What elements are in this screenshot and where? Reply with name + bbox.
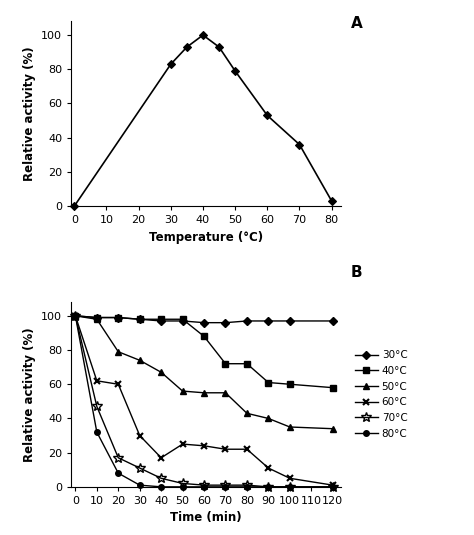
40°C: [287, 381, 292, 387]
80°C: [244, 484, 250, 490]
70°C: [330, 484, 336, 490]
70°C: [265, 484, 271, 490]
40°C: [244, 361, 250, 367]
80°C: [265, 484, 271, 490]
40°C: [94, 315, 100, 321]
70°C: [73, 312, 78, 319]
50°C: [158, 369, 164, 376]
30°C: [330, 318, 336, 324]
30°C: [287, 318, 292, 324]
60°C: [330, 482, 336, 488]
60°C: [223, 446, 228, 453]
Text: B: B: [351, 265, 363, 280]
80°C: [137, 482, 143, 488]
Line: 60°C: 60°C: [72, 312, 336, 488]
Y-axis label: Relative activity (%): Relative activity (%): [23, 47, 36, 181]
80°C: [158, 484, 164, 490]
60°C: [287, 475, 292, 482]
50°C: [244, 410, 250, 417]
X-axis label: Temperature (°C): Temperature (°C): [149, 231, 263, 243]
40°C: [180, 316, 185, 323]
30°C: [116, 315, 121, 321]
30°C: [265, 318, 271, 324]
80°C: [223, 484, 228, 490]
Y-axis label: Relative activity (%): Relative activity (%): [23, 327, 36, 462]
60°C: [116, 381, 121, 387]
70°C: [116, 455, 121, 461]
30°C: [223, 319, 228, 326]
50°C: [180, 388, 185, 394]
80°C: [180, 484, 185, 490]
80°C: [287, 484, 292, 490]
30°C: [244, 318, 250, 324]
30°C: [201, 319, 207, 326]
80°C: [94, 429, 100, 435]
50°C: [265, 415, 271, 422]
40°C: [158, 316, 164, 323]
80°C: [73, 312, 78, 319]
30°C: [137, 316, 143, 323]
40°C: [330, 385, 336, 391]
50°C: [137, 357, 143, 363]
70°C: [158, 475, 164, 482]
X-axis label: Time (min): Time (min): [170, 511, 242, 524]
60°C: [244, 446, 250, 453]
Line: 70°C: 70°C: [71, 311, 337, 492]
50°C: [330, 425, 336, 432]
30°C: [73, 312, 78, 319]
50°C: [223, 389, 228, 396]
Legend: 30°C, 40°C, 50°C, 60°C, 70°C, 80°C: 30°C, 40°C, 50°C, 60°C, 70°C, 80°C: [355, 350, 408, 439]
60°C: [94, 378, 100, 384]
50°C: [94, 316, 100, 323]
40°C: [265, 379, 271, 386]
40°C: [116, 315, 121, 321]
Line: 40°C: 40°C: [73, 313, 336, 391]
50°C: [201, 389, 207, 396]
50°C: [287, 424, 292, 430]
70°C: [223, 482, 228, 488]
Line: 30°C: 30°C: [73, 313, 336, 325]
Line: 80°C: 80°C: [73, 313, 336, 490]
80°C: [116, 470, 121, 476]
70°C: [94, 403, 100, 410]
60°C: [265, 465, 271, 471]
60°C: [158, 455, 164, 461]
40°C: [201, 333, 207, 340]
70°C: [244, 482, 250, 488]
Line: 50°C: 50°C: [72, 312, 336, 432]
50°C: [116, 348, 121, 355]
30°C: [94, 315, 100, 321]
60°C: [201, 442, 207, 449]
60°C: [137, 432, 143, 439]
60°C: [180, 441, 185, 447]
80°C: [330, 484, 336, 490]
80°C: [201, 484, 207, 490]
40°C: [73, 312, 78, 319]
60°C: [73, 312, 78, 319]
50°C: [73, 312, 78, 319]
70°C: [201, 482, 207, 488]
70°C: [137, 465, 143, 471]
70°C: [287, 484, 292, 490]
30°C: [158, 318, 164, 324]
70°C: [180, 480, 185, 487]
40°C: [223, 361, 228, 367]
30°C: [180, 318, 185, 324]
40°C: [137, 316, 143, 323]
Text: A: A: [351, 16, 363, 31]
